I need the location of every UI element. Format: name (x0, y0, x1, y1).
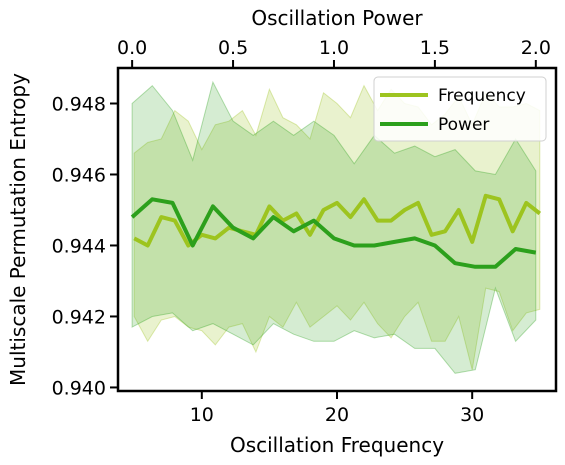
band-power (131, 80, 537, 374)
top-x-axis-title: Oscillation Power (251, 6, 423, 30)
y-tick-label: 0.946 (52, 164, 106, 186)
x-tick-label: 20 (325, 404, 349, 426)
series-lines (130, 193, 542, 269)
top-x-tick-label: 0.5 (218, 37, 248, 59)
y-tick-label: 0.948 (52, 93, 106, 115)
legend: Frequency Power (373, 76, 547, 142)
band-frequency (133, 84, 541, 370)
top-x-tick-label: 1.5 (420, 37, 450, 59)
top-x-tick-label: 0.0 (117, 37, 147, 59)
top-x-axis: 0.0 0.5 1.0 1.5 2.0 (117, 37, 551, 68)
top-x-tick-label: 2.0 (521, 37, 551, 59)
y-tick-label: 0.940 (52, 377, 106, 399)
top-x-tick-label: 1.0 (319, 37, 349, 59)
y-tick-label: 0.944 (52, 235, 106, 257)
bottom-x-axis: 10 20 30 (190, 391, 484, 426)
y-tick-label: 0.942 (52, 306, 106, 328)
y-axis: 0.940 0.942 0.944 0.946 0.948 (52, 93, 118, 399)
x-tick-label: 10 (190, 404, 214, 426)
legend-label-frequency: Frequency (438, 86, 526, 106)
y-axis-title: Multiscale Permutation Entropy (6, 73, 30, 386)
legend-label-power: Power (438, 115, 489, 135)
confidence-bands (131, 80, 541, 374)
x-tick-label: 30 (460, 404, 484, 426)
x-axis-title: Oscillation Frequency (230, 433, 444, 457)
